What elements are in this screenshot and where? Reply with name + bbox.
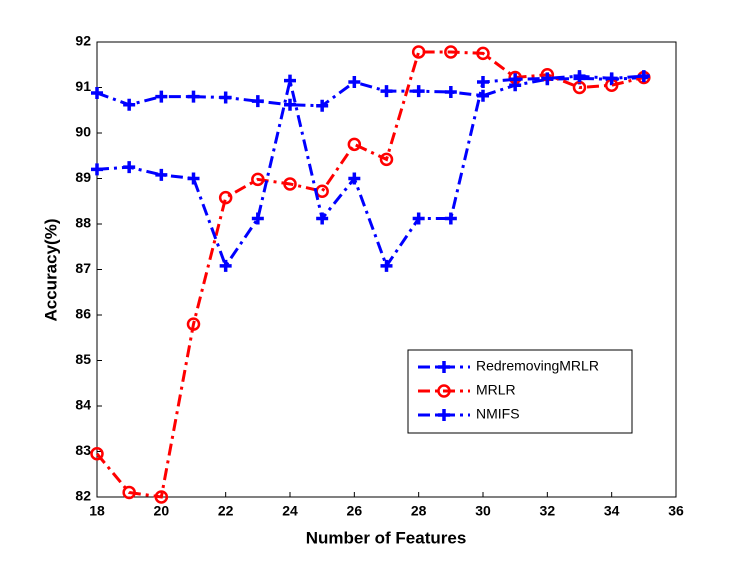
marker: [316, 212, 329, 225]
x-tick-label: 20: [154, 503, 170, 519]
y-tick-label: 82: [75, 488, 91, 504]
marker: [605, 72, 618, 85]
marker: [573, 70, 586, 83]
legend-label: NMIFS: [476, 406, 520, 422]
marker: [379, 152, 394, 167]
marker: [122, 485, 136, 500]
y-tick-label: 92: [75, 33, 91, 49]
marker: [477, 76, 489, 89]
marker: [438, 409, 450, 421]
y-tick-label: 89: [75, 169, 91, 185]
legend-label: RedremovingMRLR: [476, 358, 599, 374]
series-line: [95, 50, 645, 499]
x-tick-label: 36: [668, 503, 684, 519]
legend-label: MRLR: [476, 382, 516, 398]
marker: [380, 259, 393, 272]
marker: [347, 137, 362, 152]
marker: [154, 490, 169, 504]
x-axis-label: Number of Features: [306, 528, 467, 547]
marker: [412, 212, 425, 225]
y-tick-label: 87: [75, 260, 91, 276]
marker: [91, 86, 103, 99]
marker: [444, 86, 457, 99]
marker: [219, 91, 232, 104]
x-tick-label: 28: [411, 503, 427, 519]
marker: [637, 70, 650, 83]
marker: [438, 361, 450, 373]
x-tick-label: 22: [218, 503, 234, 519]
x-tick-label: 24: [282, 503, 298, 519]
marker: [476, 46, 490, 61]
x-tick-label: 30: [475, 503, 491, 519]
marker: [348, 172, 361, 185]
marker: [187, 90, 200, 103]
marker: [444, 212, 457, 225]
marker: [316, 99, 329, 112]
y-tick-label: 86: [75, 306, 91, 322]
y-tick-label: 91: [75, 78, 91, 94]
marker: [437, 384, 451, 398]
marker: [251, 212, 264, 225]
x-tick-label: 26: [347, 503, 363, 519]
x-tick-label: 34: [604, 503, 620, 519]
marker: [219, 259, 232, 272]
marker: [348, 76, 361, 89]
y-tick-label: 84: [75, 397, 91, 413]
y-tick-label: 83: [75, 442, 91, 458]
marker: [477, 89, 489, 102]
y-tick-label: 90: [75, 124, 91, 140]
marker: [412, 85, 425, 98]
marker: [187, 172, 200, 185]
x-tick-label: 32: [540, 503, 556, 519]
marker: [155, 168, 168, 181]
marker: [380, 85, 393, 98]
marker: [90, 447, 104, 461]
marker: [541, 72, 554, 85]
x-tick-label: 18: [89, 503, 105, 519]
marker: [251, 172, 265, 187]
marker: [123, 98, 136, 111]
marker: [218, 190, 233, 205]
marker: [283, 177, 297, 191]
marker: [251, 95, 264, 108]
marker: [284, 98, 296, 111]
marker: [155, 90, 168, 103]
marker: [509, 73, 522, 86]
y-axis-label: Accuracy(%): [41, 219, 60, 322]
marker: [284, 74, 296, 87]
marker: [91, 163, 103, 176]
marker: [186, 317, 201, 331]
marker: [411, 45, 426, 59]
marker: [444, 45, 458, 59]
marker: [123, 161, 136, 174]
y-tick-label: 85: [75, 351, 91, 367]
y-tick-label: 88: [75, 215, 91, 231]
